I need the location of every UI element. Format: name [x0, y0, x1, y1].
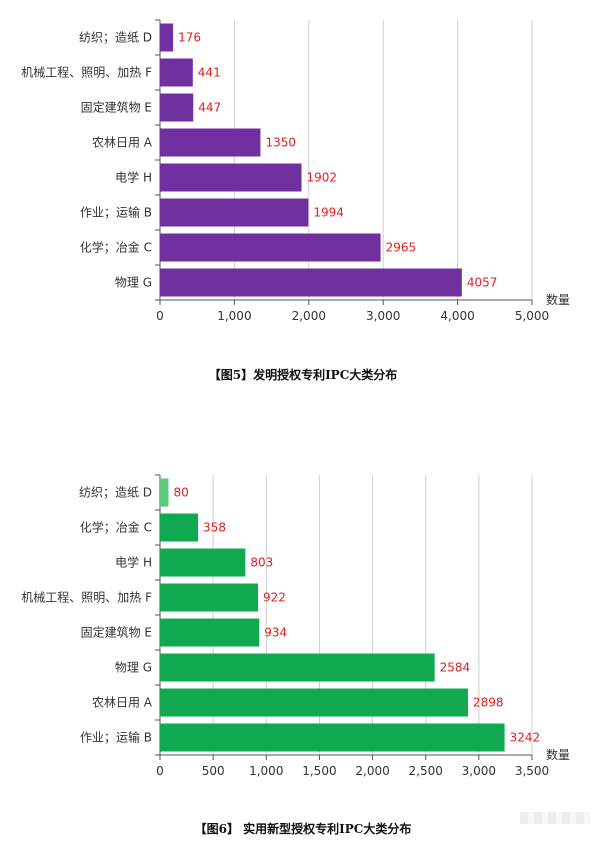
- data-label: 1902: [307, 171, 338, 185]
- bar: [160, 548, 246, 577]
- x-axis-title: 数量: [546, 292, 570, 307]
- category-label: 电学 H: [115, 170, 152, 185]
- data-label: 447: [198, 101, 221, 115]
- chart-ipc-utility-model: 纺织；造纸 D 80 化学；冶金 C 358 电学 H 803 机械工程、照明、加热 F 92…: [21, 474, 570, 778]
- bar: [160, 128, 261, 157]
- data-label: 1350: [265, 136, 296, 150]
- x-tick-label: 2,500: [409, 764, 443, 778]
- data-label: 934: [264, 626, 287, 640]
- x-tick-label: 1,000: [217, 309, 251, 323]
- data-label: 358: [203, 521, 226, 535]
- category-label: 机械工程、照明、加热 F: [21, 65, 152, 80]
- x-tick-label: 2,000: [355, 764, 389, 778]
- bar: [160, 583, 258, 612]
- data-label: 922: [263, 591, 286, 605]
- data-label: 2898: [473, 696, 504, 710]
- x-tick-label: 0: [156, 309, 164, 323]
- data-label: 803: [250, 556, 273, 570]
- x-tick-label: 3,500: [515, 764, 549, 778]
- bar: [160, 58, 193, 87]
- chart-ipc-invention: 纺织；造纸 D 176 机械工程、照明、加热 F 441 固定建筑物 E 447 农林日用 …: [21, 19, 570, 323]
- x-tick-label: 3,000: [366, 309, 400, 323]
- bar: [160, 93, 194, 122]
- bar: [160, 23, 174, 52]
- data-label: 3242: [510, 731, 541, 745]
- x-tick-label: 1,500: [302, 764, 336, 778]
- category-label: 纺织；造纸 D: [79, 31, 152, 45]
- category-label: 固定建筑物 E: [81, 625, 152, 640]
- x-tick-label: 4,000: [440, 309, 474, 323]
- category-label: 物理 G: [115, 661, 152, 675]
- x-tick-label: 3,000: [462, 764, 496, 778]
- bar: [160, 513, 199, 542]
- category-label: 固定建筑物 E: [81, 100, 152, 115]
- bar: [160, 478, 169, 507]
- category-label: 纺织；造纸 D: [79, 486, 152, 500]
- category-label: 化学；冶金 C: [80, 520, 152, 535]
- data-label: 80: [174, 486, 189, 500]
- bar: [160, 268, 462, 297]
- x-tick-label: 2,000: [292, 309, 326, 323]
- data-label: 441: [198, 66, 221, 80]
- chart-caption-utility-model: 【图6】 实用新型授权专利IPC大类分布: [194, 822, 412, 836]
- bar: [160, 233, 381, 262]
- category-label: 电学 H: [115, 555, 152, 570]
- category-label: 农林日用 A: [92, 136, 153, 150]
- x-tick-label: 0: [156, 764, 164, 778]
- bar: [160, 688, 469, 717]
- category-label: 农林日用 A: [92, 696, 153, 710]
- watermark: [520, 812, 590, 824]
- category-label: 作业；运输 B: [80, 205, 152, 220]
- category-label: 物理 G: [115, 276, 152, 290]
- category-label: 机械工程、照明、加热 F: [21, 590, 152, 605]
- data-label: 176: [178, 31, 201, 45]
- bar: [160, 618, 260, 647]
- data-label: 4057: [467, 276, 498, 290]
- x-tick-label: 5,000: [515, 309, 549, 323]
- data-label: 2965: [386, 241, 417, 255]
- bar: [160, 723, 505, 752]
- bar: [160, 653, 435, 682]
- chart-caption-invention: 【图5】发明授权专利IPC大类分布: [208, 368, 398, 382]
- x-axis-title: 数量: [546, 747, 570, 762]
- data-label: 1994: [313, 206, 344, 220]
- bar: [160, 198, 309, 227]
- x-tick-label: 1,000: [249, 764, 283, 778]
- data-label: 2584: [440, 661, 471, 675]
- category-label: 作业；运输 B: [80, 730, 152, 745]
- x-tick-label: 500: [202, 764, 225, 778]
- bar: [160, 163, 302, 192]
- category-label: 化学；冶金 C: [80, 240, 152, 255]
